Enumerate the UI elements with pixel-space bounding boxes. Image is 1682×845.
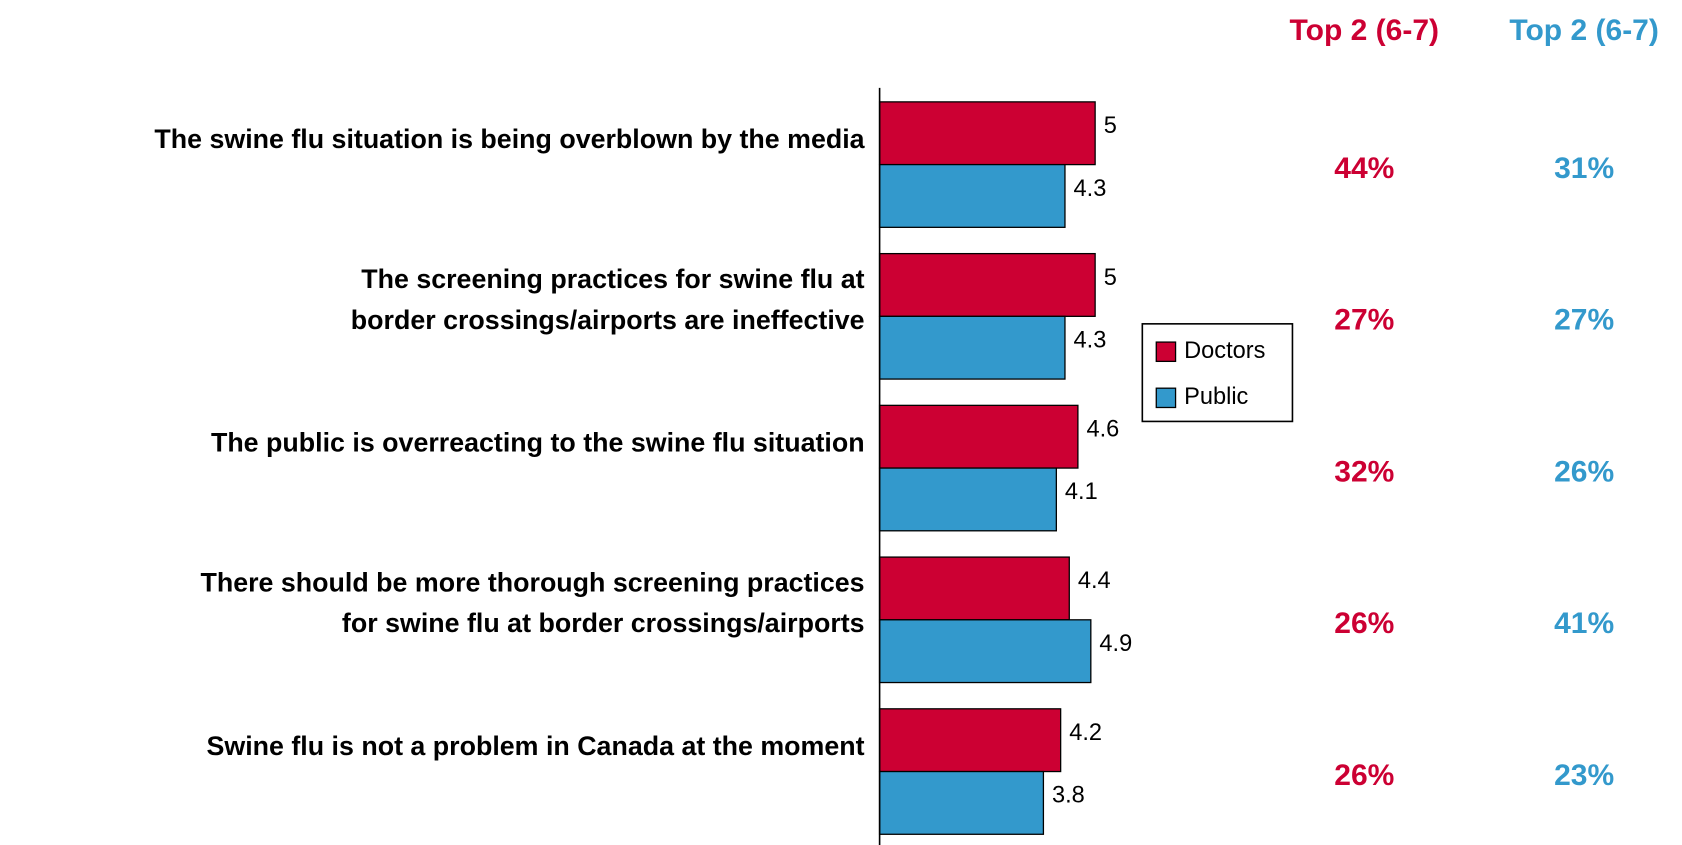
category-label: The public is overreacting to the swine … bbox=[211, 428, 865, 458]
top2-label: 44% bbox=[1334, 152, 1394, 185]
top2-label: 23% bbox=[1554, 759, 1614, 792]
value-label: 5 bbox=[1104, 264, 1117, 290]
bar bbox=[878, 404, 1079, 469]
value-label: 4.9 bbox=[1099, 630, 1132, 656]
value-label: 4.4 bbox=[1078, 567, 1111, 593]
value-label: 4.3 bbox=[1074, 175, 1107, 201]
top2-label: 26% bbox=[1334, 759, 1394, 792]
bar bbox=[878, 556, 1070, 621]
category-label: The swine flu situation is being overblo… bbox=[154, 124, 865, 154]
bar bbox=[878, 708, 1062, 773]
category-label: border crossings/airports are ineffectiv… bbox=[351, 305, 865, 335]
top2-label: 27% bbox=[1554, 304, 1614, 337]
category-label: The screening practices for swine flu at bbox=[361, 264, 864, 294]
legend-swatch bbox=[1155, 387, 1177, 409]
bar bbox=[878, 619, 1092, 684]
legend-swatch bbox=[1155, 341, 1177, 363]
bar bbox=[878, 163, 1066, 228]
top2-header: Top 2 (6-7) bbox=[1509, 14, 1659, 47]
legend-label: Public bbox=[1184, 383, 1248, 409]
top2-header: Top 2 (6-7) bbox=[1290, 14, 1440, 47]
category-label: There should be more thorough screening … bbox=[200, 568, 864, 598]
top2-label: 26% bbox=[1334, 607, 1394, 640]
value-label: 4.2 bbox=[1069, 719, 1102, 745]
value-label: 5 bbox=[1104, 112, 1117, 138]
bar bbox=[878, 770, 1045, 835]
category-label: for swine flu at border crossings/airpor… bbox=[342, 608, 865, 638]
top2-label: 31% bbox=[1554, 152, 1614, 185]
bar bbox=[878, 315, 1066, 380]
top2-label: 26% bbox=[1554, 455, 1614, 488]
value-label: 4.6 bbox=[1086, 416, 1119, 442]
bar bbox=[878, 467, 1057, 532]
bar bbox=[878, 101, 1096, 166]
legend-label: Doctors bbox=[1184, 337, 1265, 363]
value-label: 4.1 bbox=[1065, 478, 1098, 504]
category-label: Swine flu is not a problem in Canada at … bbox=[206, 731, 864, 761]
top2-label: 27% bbox=[1334, 304, 1394, 337]
top2-label: 32% bbox=[1334, 455, 1394, 488]
bar bbox=[878, 252, 1096, 317]
value-label: 4.3 bbox=[1074, 327, 1107, 353]
value-label: 3.8 bbox=[1052, 782, 1085, 808]
top2-label: 41% bbox=[1554, 607, 1614, 640]
